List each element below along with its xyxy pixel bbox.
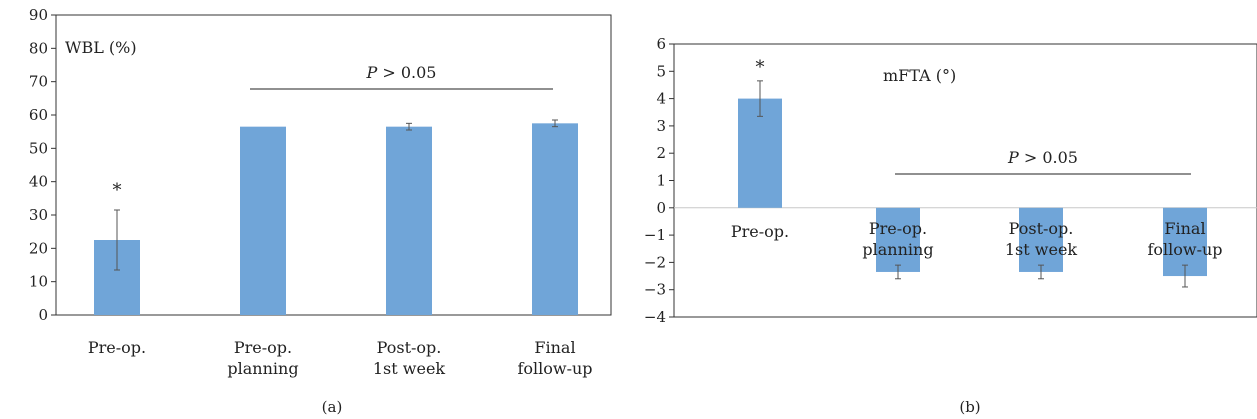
panel-b-mfta-chart: −4 −3 −2 −1 0 1 2 3 4 5 6 Pre-op. Pre-op. planning Pos… <box>644 35 1257 416</box>
panel-label: (b) <box>959 398 980 416</box>
category-label: follow-up <box>517 359 592 378</box>
y-tick-label: 5 <box>656 62 666 80</box>
category-label: Pre-op. <box>234 338 292 357</box>
category-label: Pre-op. <box>731 222 789 241</box>
bar <box>1019 207 1063 272</box>
y-tick-label: −1 <box>644 226 666 244</box>
bracket-label: P > 0.05 <box>366 63 437 82</box>
y-tick-label: 3 <box>656 117 666 135</box>
y-tick-label: 2 <box>656 144 666 162</box>
y-tick-label: 10 <box>29 273 48 291</box>
category-label: Post-op. <box>1009 219 1074 238</box>
category-label: 1st week <box>1005 240 1078 259</box>
y-tick-label: −4 <box>644 308 666 326</box>
p-value-text: > 0.05 <box>377 63 436 82</box>
y-tick-label: 90 <box>29 6 48 24</box>
y-tick-label: 80 <box>29 39 48 57</box>
plot-frame <box>55 14 612 316</box>
category-label: Final <box>534 338 575 357</box>
y-tick-label: −2 <box>644 253 666 271</box>
bar <box>386 126 432 316</box>
y-tick-label: 70 <box>29 73 48 91</box>
y-axis-label: mFTA (°) <box>883 66 956 85</box>
y-tick-label: −3 <box>644 281 666 299</box>
category-label: Pre-op. <box>869 219 927 238</box>
bar <box>876 207 920 272</box>
y-axis-label: WBL (%) <box>65 38 137 57</box>
y-tick-label: 30 <box>29 206 48 224</box>
category-label: follow-up <box>1147 240 1222 259</box>
category-label: Final <box>1164 219 1205 238</box>
category-label: 1st week <box>373 359 446 378</box>
y-tick-label: 60 <box>29 106 48 124</box>
category-label: planning <box>227 359 298 378</box>
y-tick-label: 6 <box>656 35 666 53</box>
significance-star: * <box>113 180 122 201</box>
bracket-label: P > 0.05 <box>1007 148 1078 167</box>
p-symbol: P <box>366 63 378 82</box>
bar <box>240 126 286 316</box>
significance-star: * <box>756 57 765 78</box>
category-label: planning <box>862 240 933 259</box>
y-tick-label: 0 <box>656 199 666 217</box>
p-value-text: > 0.05 <box>1019 148 1078 167</box>
y-tick-label: 1 <box>656 172 666 190</box>
panel-label: (a) <box>322 398 343 416</box>
category-label: Post-op. <box>377 338 442 357</box>
panel-a-wbl-chart: 0 10 20 30 40 50 60 70 80 90 Pre-op. Pre-op. plannin… <box>29 6 612 416</box>
y-tick-label: 20 <box>29 239 48 257</box>
y-tick-label: 4 <box>656 90 666 108</box>
category-label: Pre-op. <box>88 338 146 357</box>
bar <box>532 123 578 315</box>
y-tick-label: 40 <box>29 173 48 191</box>
p-symbol: P <box>1007 148 1019 167</box>
y-tick-label: 50 <box>29 139 48 157</box>
y-tick-label: 0 <box>38 306 48 324</box>
